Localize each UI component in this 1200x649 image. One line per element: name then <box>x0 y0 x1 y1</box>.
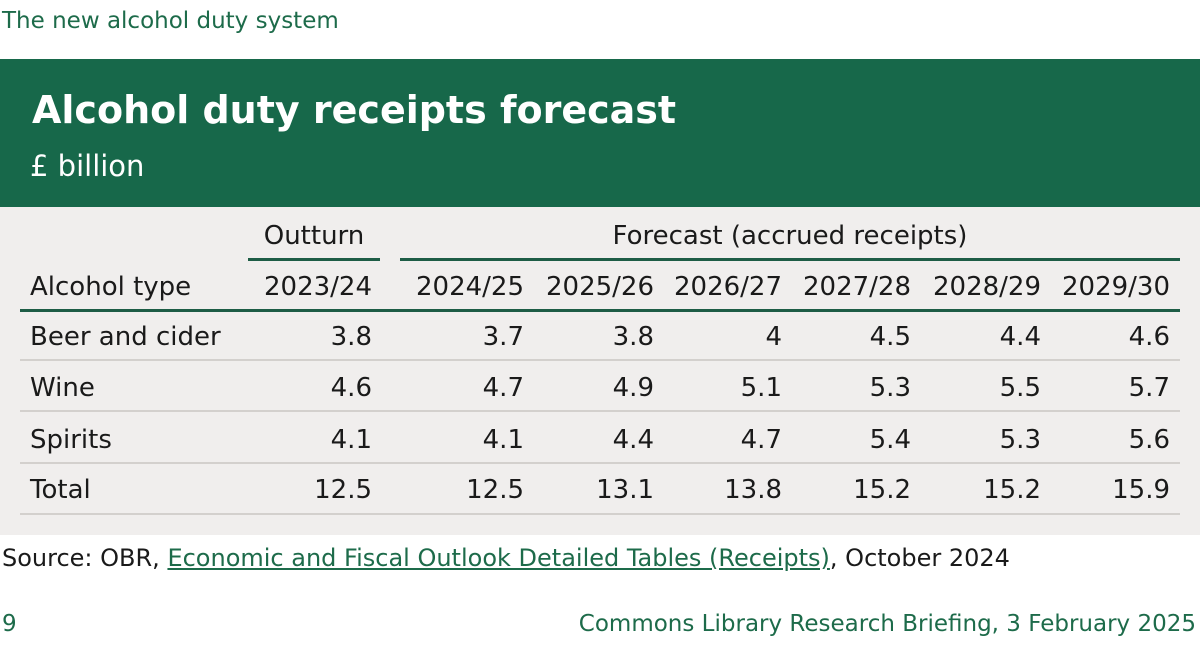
table-cell: 5.4 <box>869 425 911 455</box>
table-cell: 5.3 <box>869 373 911 403</box>
row-label: Spirits <box>30 425 112 455</box>
table-cell: 15.2 <box>853 475 911 505</box>
row-divider <box>20 410 1180 412</box>
table-cell: 4.7 <box>482 373 524 403</box>
table-cell: 12.5 <box>314 475 372 505</box>
table-cell: 4.1 <box>482 425 524 455</box>
row-label: Beer and cider <box>30 322 221 352</box>
column-header: 2029/30 <box>1061 272 1170 302</box>
table-title: Alcohol duty receipts forecast <box>32 88 677 132</box>
column-header: 2026/27 <box>673 272 782 302</box>
source-note: Source: OBR, Economic and Fiscal Outlook… <box>2 544 1010 572</box>
table-cell: 5.7 <box>1128 373 1170 403</box>
column-header: 2023/24 <box>263 272 372 302</box>
table-cell: 5.6 <box>1128 425 1170 455</box>
table-panel <box>0 207 1200 535</box>
table-cell: 4.7 <box>740 425 782 455</box>
table-cell: 12.5 <box>466 475 524 505</box>
header-rule <box>20 309 1180 312</box>
group-rule-outturn <box>248 258 380 261</box>
row-divider <box>20 513 1180 515</box>
row-divider <box>20 462 1180 464</box>
column-header: 2025/26 <box>545 272 654 302</box>
table-cell: 5.5 <box>999 373 1041 403</box>
table-cell: 3.7 <box>482 322 524 352</box>
column-header: 2024/25 <box>415 272 524 302</box>
group-rule-forecast <box>400 258 1180 261</box>
group-header-outturn: Outturn <box>263 221 365 251</box>
table-cell: 13.1 <box>596 475 654 505</box>
publication-footer: Commons Library Research Briefing, 3 Feb… <box>578 611 1196 637</box>
column-header: 2028/29 <box>932 272 1041 302</box>
table-cell: 5.3 <box>999 425 1041 455</box>
table-cell: 13.8 <box>724 475 782 505</box>
row-label: Total <box>30 475 91 505</box>
source-prefix: Source: OBR, <box>2 544 168 572</box>
table-title-banner <box>0 59 1200 207</box>
table-cell: 4.6 <box>1128 322 1170 352</box>
table-cell: 3.8 <box>330 322 372 352</box>
table-cell: 4.5 <box>869 322 911 352</box>
table-cell: 4.9 <box>612 373 654 403</box>
table-subtitle: £ billion <box>30 149 145 183</box>
source-link[interactable]: Economic and Fiscal Outlook Detailed Tab… <box>167 544 830 572</box>
row-divider <box>20 359 1180 361</box>
group-header-forecast: Forecast (accrued receipts) <box>612 221 968 251</box>
table-cell: 4 <box>765 322 782 352</box>
running-header: The new alcohol duty system <box>2 8 339 34</box>
table-cell: 4.4 <box>999 322 1041 352</box>
table-cell: 5.1 <box>740 373 782 403</box>
column-header: 2027/28 <box>802 272 911 302</box>
table-cell: 4.4 <box>612 425 654 455</box>
table-cell: 4.1 <box>330 425 372 455</box>
table-cell: 3.8 <box>612 322 654 352</box>
row-header-label: Alcohol type <box>30 272 192 302</box>
table-cell: 15.9 <box>1112 475 1170 505</box>
table-cell: 15.2 <box>983 475 1041 505</box>
page-number: 9 <box>2 611 17 637</box>
table-cell: 4.6 <box>330 373 372 403</box>
row-label: Wine <box>30 373 95 403</box>
source-suffix: , October 2024 <box>829 544 1010 572</box>
